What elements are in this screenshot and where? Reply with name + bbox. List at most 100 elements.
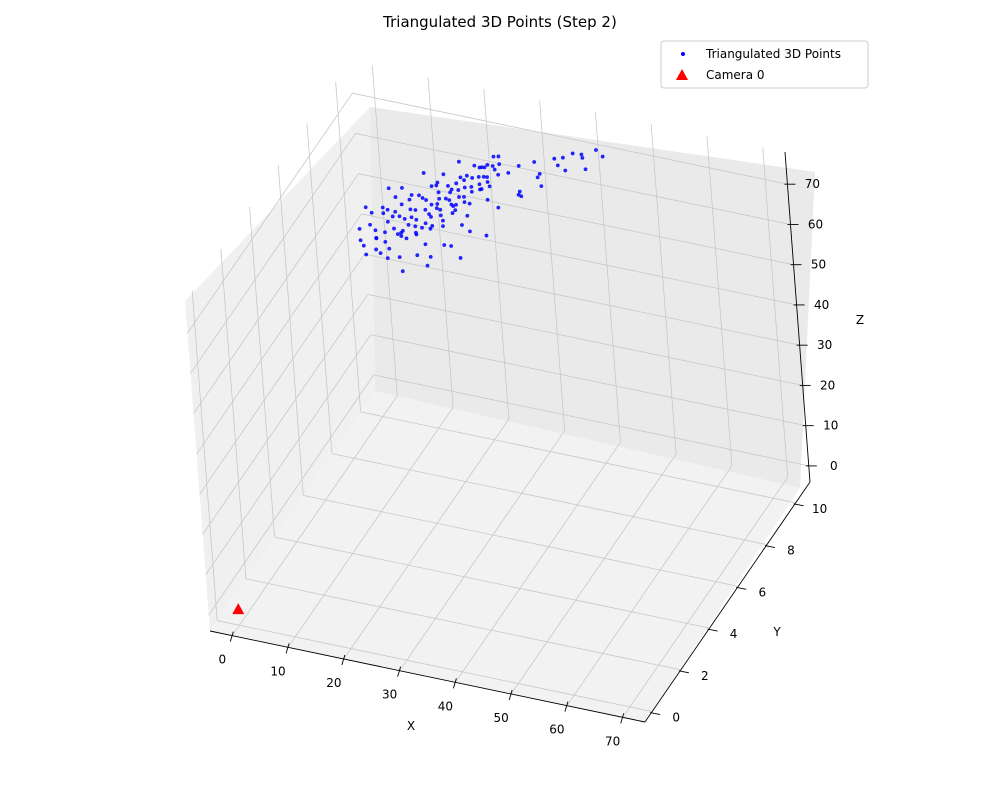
data-point <box>414 232 419 237</box>
gridline-x-wall <box>706 135 733 466</box>
legend-label-camera: Camera 0 <box>706 68 765 82</box>
data-point <box>428 254 433 259</box>
data-point <box>462 194 466 199</box>
data-point <box>429 202 434 207</box>
x-axis-line <box>209 630 646 723</box>
data-point <box>442 243 447 247</box>
data-point <box>497 162 502 167</box>
gridline-z-left <box>202 294 369 535</box>
data-point <box>441 172 446 177</box>
z-axis-label: Z <box>856 313 864 327</box>
axes: 0 10 20 30 40 50 60 70 0 2 4 6 8 10 0 10 20 30 40 50 60 70 <box>209 151 838 748</box>
data-point <box>563 168 568 173</box>
data-point <box>454 181 459 186</box>
z-tick-label: 40 <box>814 298 829 312</box>
data-point <box>399 234 404 238</box>
pane-left-wall <box>185 107 375 631</box>
x-tick <box>564 701 569 712</box>
data-point <box>552 156 557 161</box>
z-tick-label: 20 <box>820 378 835 392</box>
data-point <box>472 163 477 168</box>
data-point <box>373 228 378 233</box>
data-point <box>496 154 501 159</box>
data-point <box>457 195 461 199</box>
data-point <box>485 175 489 180</box>
data-point <box>462 178 466 183</box>
data-point <box>537 171 542 176</box>
data-point <box>420 225 424 230</box>
gridline-z-back <box>358 173 794 266</box>
gridline-y-floor <box>303 494 739 587</box>
camera-marker <box>232 603 245 615</box>
data-point <box>457 159 461 164</box>
data-point <box>462 185 467 190</box>
data-point <box>484 233 489 238</box>
data-point <box>487 184 492 189</box>
data-point <box>516 164 521 168</box>
gridline-x-floor <box>343 418 510 660</box>
data-point <box>383 230 387 235</box>
data-point <box>441 224 445 228</box>
data-point <box>363 205 368 210</box>
gridline-y-floor <box>360 411 796 504</box>
data-point <box>420 196 425 200</box>
data-point <box>385 207 390 212</box>
gridline-z-left <box>199 253 365 495</box>
data-point <box>385 256 390 261</box>
data-point <box>387 246 392 251</box>
data-point <box>358 238 363 243</box>
data-point <box>415 253 420 258</box>
data-point <box>443 196 448 201</box>
legend: Triangulated 3D Points Camera 0 <box>660 40 869 89</box>
data-point <box>417 193 421 198</box>
data-point <box>380 205 385 210</box>
data-point <box>390 214 395 219</box>
data-point <box>408 207 413 212</box>
data-point <box>482 165 487 170</box>
data-point <box>535 175 540 180</box>
data-point <box>438 213 443 218</box>
data-point <box>414 217 419 222</box>
data-point <box>413 208 418 212</box>
data-point <box>357 227 362 231</box>
data-point <box>492 167 497 172</box>
data-point <box>446 184 450 188</box>
data-point <box>423 242 428 247</box>
data-point <box>560 155 565 160</box>
z-tick-label: 50 <box>811 258 826 272</box>
gridline-z-back <box>361 213 797 306</box>
data-point <box>458 175 463 180</box>
data-point <box>450 211 455 215</box>
data-point <box>467 201 472 206</box>
gridline-z-left <box>187 92 353 334</box>
gridline-x-floor <box>510 453 677 695</box>
y-tick-label: 10 <box>812 502 827 516</box>
y-axis-label: Y <box>772 625 781 639</box>
gridline-z-left <box>208 374 375 616</box>
x-tick <box>452 678 457 689</box>
z-tick-label: 60 <box>808 217 823 231</box>
data-point <box>479 187 484 191</box>
data-point <box>435 202 440 206</box>
data-point <box>421 171 426 175</box>
gridline-z-left <box>205 334 372 575</box>
data-point <box>470 176 475 180</box>
data-point <box>477 182 482 187</box>
data-point <box>579 152 584 157</box>
gridline-y-floor <box>331 453 768 546</box>
data-point <box>465 213 470 218</box>
data-point <box>423 207 428 212</box>
data-point <box>435 180 440 185</box>
gridline-z-left <box>196 213 362 455</box>
data-point <box>496 172 501 177</box>
y-tick <box>650 712 661 716</box>
legend-marker-points <box>681 52 685 56</box>
x-tick-label: 60 <box>549 723 564 737</box>
data-point <box>491 154 496 159</box>
gridline-x-floor <box>399 430 565 671</box>
gridline-y-wall <box>191 290 218 621</box>
data-point <box>583 167 588 172</box>
gridline-y-floor <box>245 578 681 671</box>
x-tick <box>620 713 625 724</box>
y-tick <box>678 670 689 674</box>
